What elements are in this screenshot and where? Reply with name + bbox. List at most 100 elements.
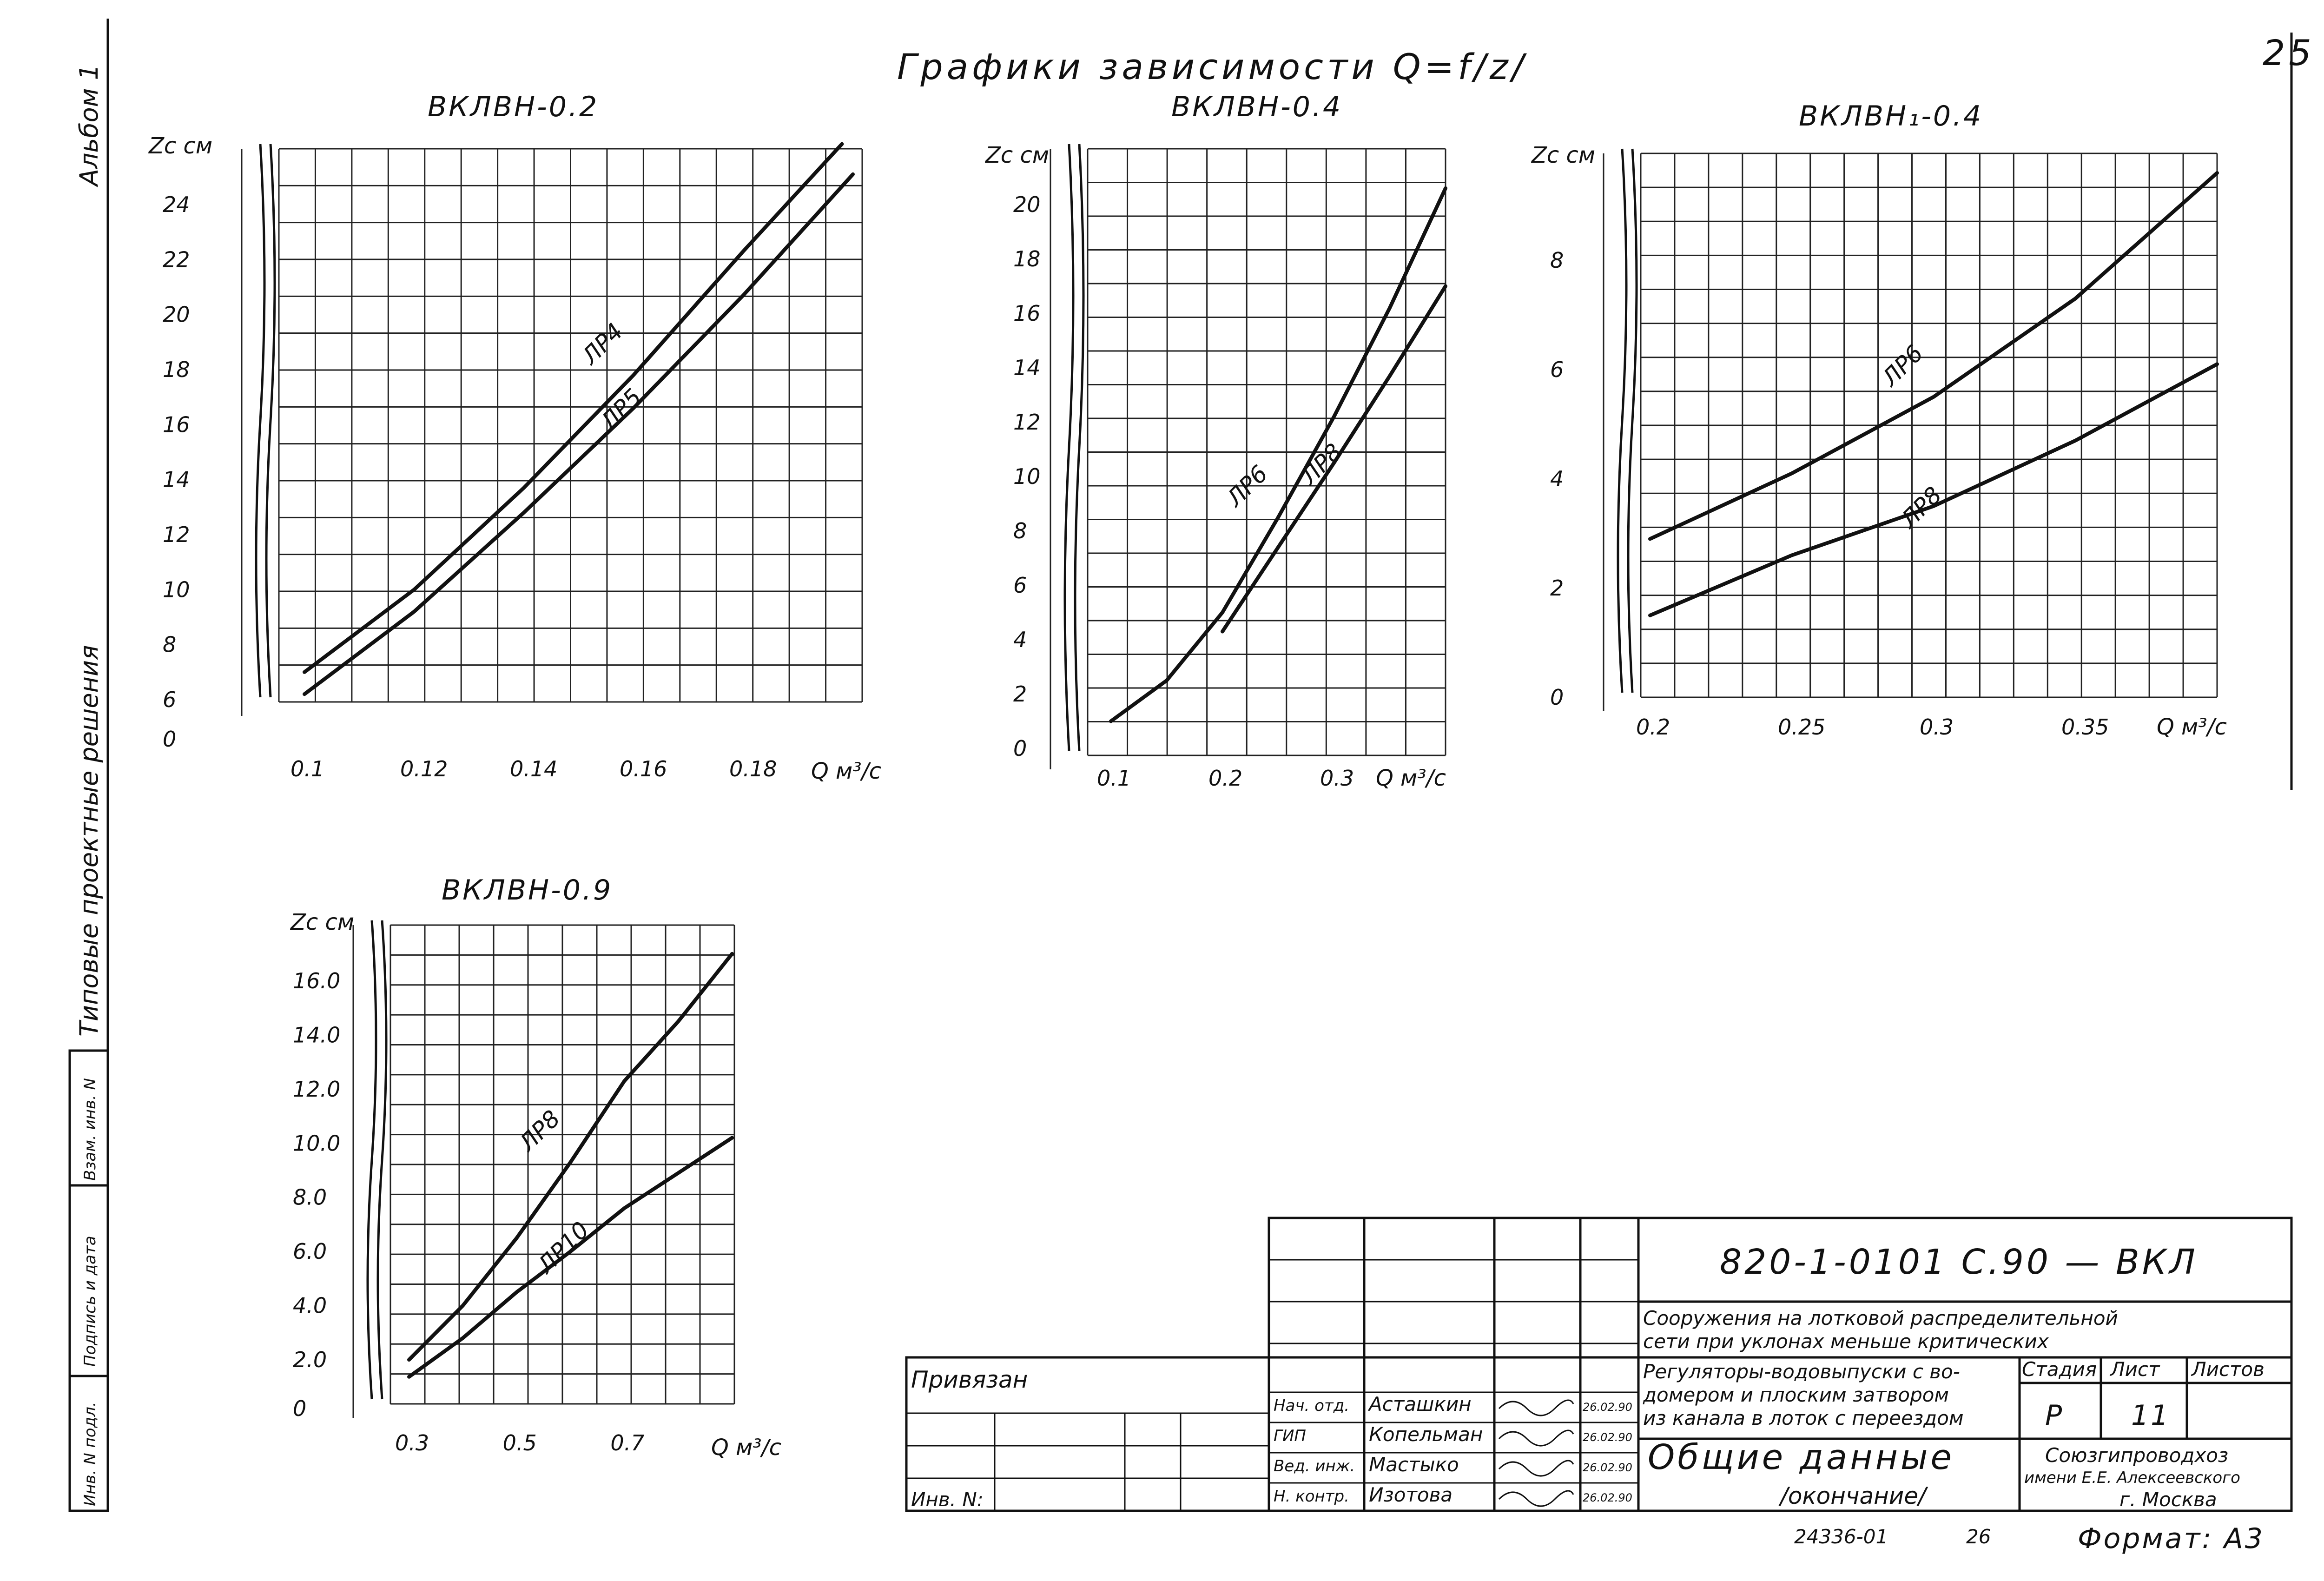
x-tick-label: 0.3 [1320, 766, 1354, 791]
y-tick-label: 12.0 [293, 1077, 340, 1102]
archive-sheet: 26 [1966, 1525, 1991, 1548]
staff-date: 26.02.90 [1583, 1461, 1632, 1474]
y-tick-label: 16 [163, 412, 190, 437]
chart-vklvn-09: ВКЛВН-0.9 Zc см Q м³/с 0.3 0.5 0.7 0 2.0 4.0 6… [290, 874, 781, 1461]
chart-xlabel: Q м³/с [1376, 765, 1446, 791]
page-title: Графики зависимости Q=f/z/ [897, 46, 1527, 87]
sheet-header: Лист [2109, 1358, 2160, 1381]
series-label: ЛР4 [576, 318, 628, 370]
axis-break [366, 920, 377, 1400]
x-tick-label: 0.5 [503, 1430, 537, 1455]
y-tick-label: 16 [1013, 301, 1041, 326]
x-tick-label: 0.2 [1636, 714, 1670, 740]
title-block-sheet-title-2: /окончание/ [1778, 1482, 1928, 1509]
series-label: ЛР8 [1895, 482, 1947, 534]
series-line [1648, 362, 2219, 617]
series-line [1109, 186, 1447, 723]
x-tick-label: 0.12 [400, 756, 448, 781]
chart-ylabel: Zc см [1531, 142, 1595, 168]
series-line [303, 172, 855, 696]
axis-break [265, 144, 276, 698]
chart-xlabel: Q м³/с [711, 1435, 781, 1461]
title-block-project-line2: сети при уклонах меньше критических [1643, 1330, 2049, 1353]
x-tick-label: 0.14 [510, 756, 557, 781]
y-tick-label: 2 [1013, 681, 1027, 707]
y-tick-label: 6.0 [293, 1239, 327, 1264]
chart-xlabel: Q м³/с [811, 758, 881, 784]
y-tick-label: 20 [1013, 192, 1041, 217]
y-tick-label: 18 [1013, 246, 1041, 271]
chart-ylabel: Zc см [984, 142, 1049, 168]
x-tick-label: 0.3 [395, 1430, 429, 1455]
y-tick-label: 6 [1550, 357, 1564, 382]
chart-xlabel: Q м³/с [2157, 714, 2227, 740]
x-tick-label: 0.7 [610, 1430, 644, 1455]
y-tick-label: 10.0 [293, 1131, 340, 1156]
y-tick-label: 22 [163, 247, 190, 272]
title-block-code: 820-1-0101 С.90 — ВКЛ [1720, 1242, 2198, 1282]
series-label: ЛР8 [513, 1105, 566, 1158]
y-tick-label: 0 [1550, 685, 1564, 710]
axis-break [1063, 144, 1075, 751]
series-label: ЛР6 [1876, 340, 1928, 392]
staff-date: 26.02.90 [1583, 1431, 1632, 1444]
chart-vklvn-02: ВКЛВН-0.2 Zc см Q м³/с 0.1 0.12 0.14 0.16 0.… [148, 91, 881, 784]
stage-header: Стадия [2022, 1358, 2097, 1381]
y-tick-label: 0 [293, 1396, 306, 1421]
title-block-desc-line1: Регуляторы-водовыпуски с во- [1643, 1360, 1960, 1383]
y-tick-label: 4 [1550, 466, 1564, 491]
y-tick-label: 4 [1013, 627, 1027, 652]
chart-vklvn1-04: ВКЛВН₁-0.4 Zc см Q м³/с 0.2 0.25 0.3 0.35 0 2… [1531, 100, 2227, 740]
inventory-label: Инв. N: [911, 1488, 984, 1511]
side-row-inventory: Инв. N подл. [81, 1402, 99, 1506]
staff-name: Копельман [1369, 1423, 1483, 1446]
y-tick-label: 16.0 [293, 968, 340, 993]
series-line [407, 952, 734, 1362]
privyazan-label: Привязан [911, 1366, 1028, 1393]
y-tick-label: 6 [1013, 573, 1027, 598]
y-tick-label: 14 [163, 467, 190, 492]
y-tick-label: 8 [1550, 248, 1564, 273]
series-label: ЛР5 [594, 384, 647, 436]
chart-title: ВКЛВН-0.9 [442, 874, 613, 906]
title-block-desc-line3: из канала в лоток с переездом [1643, 1407, 1964, 1429]
side-solutions: Типовые проектные решения [74, 645, 104, 1037]
x-tick-label: 0.1 [290, 756, 324, 781]
axis-break [1074, 144, 1085, 751]
y-tick-label: 14 [1013, 355, 1041, 380]
x-tick-label: 0.2 [1208, 766, 1242, 791]
x-tick-label: 0.25 [1778, 714, 1825, 740]
staff-role: ГИП [1274, 1427, 1306, 1445]
x-tick-label: 0.35 [2061, 714, 2109, 740]
signature [1498, 1490, 1574, 1507]
axis-break [255, 144, 266, 698]
series-line [1221, 284, 1447, 634]
y-tick-label: 8 [163, 632, 176, 657]
x-tick-label: 0.16 [620, 756, 667, 781]
chart-title: ВКЛВН-0.2 [428, 91, 599, 123]
org-line3: г. Москва [2119, 1488, 2217, 1511]
staff-name: Изотова [1369, 1483, 1452, 1506]
y-tick-label: 24 [163, 192, 190, 217]
y-tick-label: 6 [163, 687, 176, 712]
y-tick-label: 20 [163, 302, 190, 327]
sheet-value: 11 [2131, 1399, 2170, 1432]
staff-role: Вед. инж. [1274, 1457, 1355, 1475]
staff-name: Мастыко [1369, 1453, 1459, 1476]
y-tick-label: 2.0 [293, 1347, 327, 1372]
y-tick-label: 8 [1013, 518, 1027, 543]
staff-role: Нач. отд. [1274, 1396, 1349, 1415]
signature [1498, 1399, 1574, 1416]
chart-ylabel: Zc см [290, 909, 354, 935]
y-tick-label: 12 [163, 522, 190, 547]
x-tick-label: 0.1 [1097, 766, 1131, 791]
series-label: ЛР6 [1221, 460, 1273, 513]
org-line2: имени Е.Е. Алексеевского [2024, 1469, 2240, 1487]
y-tick-label: 18 [163, 357, 190, 382]
title-block: 820-1-0101 С.90 — ВКЛ Сооружения на лотк… [905, 1217, 2293, 1555]
series-label: ЛР8 [1295, 438, 1347, 491]
side-row-signature: Подпись и дата [81, 1236, 99, 1367]
title-block-sheet-title-1: Общие данные [1648, 1437, 1954, 1477]
staff-name: Асташкин [1367, 1393, 1472, 1416]
